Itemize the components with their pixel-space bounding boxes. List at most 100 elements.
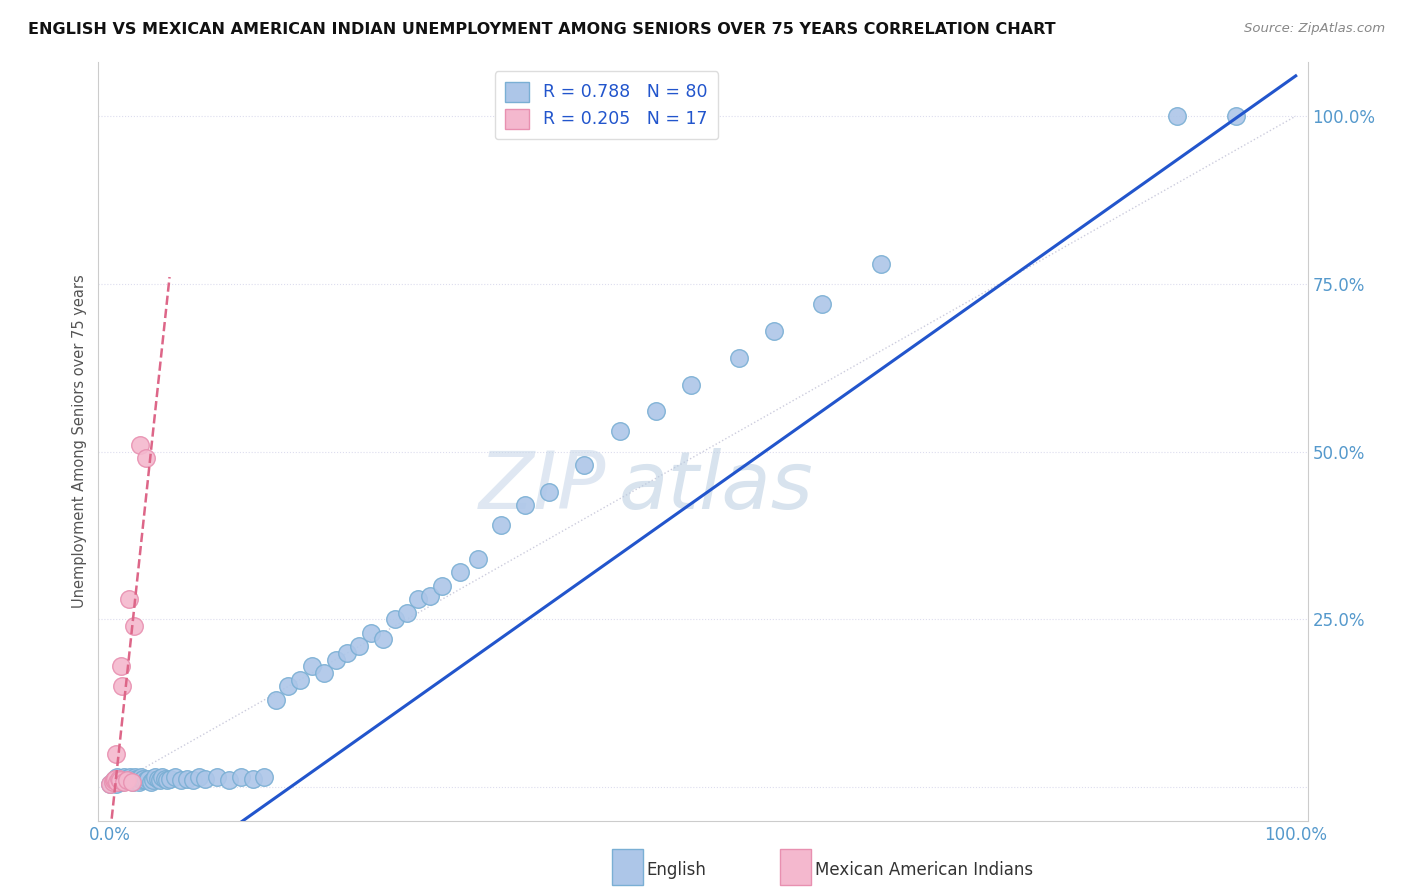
Text: Source: ZipAtlas.com: Source: ZipAtlas.com (1244, 22, 1385, 36)
Text: Mexican American Indians: Mexican American Indians (815, 861, 1033, 879)
Point (139, 774, 162, 789)
Point (371, 632, 394, 647)
Point (129, 438, 152, 452)
Point (242, 772, 264, 786)
Point (218, 773, 240, 788)
Point (188, 770, 211, 784)
Point (408, 592, 430, 607)
Point (135, 773, 157, 788)
Point (105, 770, 128, 784)
Point (103, 773, 125, 788)
Point (153, 772, 176, 786)
Y-axis label: Unemployment Among Seniors over 75 years: Unemployment Among Seniors over 75 years (72, 275, 87, 608)
Point (112, 773, 135, 788)
Point (419, 589, 441, 603)
Point (537, 484, 560, 499)
Point (360, 625, 382, 640)
Point (170, 773, 193, 788)
Point (118, 773, 141, 788)
Point (128, 774, 150, 789)
Point (181, 773, 204, 788)
Point (115, 773, 138, 788)
Point (384, 612, 406, 626)
Point (117, 771, 139, 785)
Point (229, 770, 252, 784)
Point (491, 518, 513, 533)
Point (727, 351, 749, 365)
Point (115, 772, 138, 786)
Point (107, 775, 129, 789)
Point (142, 773, 165, 788)
Point (121, 774, 143, 789)
Point (108, 773, 131, 788)
Point (312, 666, 335, 681)
Point (105, 747, 128, 761)
Point (121, 772, 143, 786)
Point (810, 297, 832, 311)
Point (152, 770, 174, 784)
Point (1166, 109, 1188, 123)
Point (131, 773, 153, 788)
Point (122, 619, 145, 633)
Point (395, 606, 418, 620)
Point (253, 770, 276, 784)
Point (149, 773, 172, 788)
Point (136, 772, 159, 786)
Point (467, 552, 489, 566)
Point (301, 659, 323, 673)
Point (336, 646, 359, 660)
Point (120, 770, 142, 784)
Point (609, 425, 631, 439)
Point (763, 324, 786, 338)
Point (114, 773, 136, 788)
Legend: R = 0.788   N = 80, R = 0.205   N = 17: R = 0.788 N = 80, R = 0.205 N = 17 (495, 71, 718, 139)
Point (264, 693, 287, 707)
Point (111, 680, 134, 694)
Point (104, 772, 127, 786)
Point (165, 770, 187, 784)
Text: atlas: atlas (619, 448, 813, 526)
Point (277, 680, 299, 694)
Point (129, 772, 152, 786)
Point (125, 772, 148, 786)
Point (98, 777, 121, 791)
Point (127, 773, 149, 788)
Text: ENGLISH VS MEXICAN AMERICAN INDIAN UNEMPLOYMENT AMONG SENIORS OVER 75 YEARS CORR: ENGLISH VS MEXICAN AMERICAN INDIAN UNEMP… (28, 22, 1056, 37)
Point (1225, 109, 1247, 123)
Point (432, 579, 454, 593)
Point (103, 773, 125, 788)
Point (347, 639, 370, 653)
Point (105, 777, 128, 791)
Point (98, 777, 121, 791)
Point (121, 774, 143, 789)
Point (101, 774, 124, 789)
Point (644, 404, 666, 418)
Point (114, 774, 136, 789)
Point (135, 451, 157, 466)
Point (146, 772, 169, 786)
Point (105, 774, 128, 789)
Point (325, 652, 347, 666)
Point (107, 772, 129, 786)
Point (143, 770, 166, 784)
Point (108, 773, 131, 788)
Point (122, 773, 145, 788)
Point (111, 774, 134, 789)
Point (515, 498, 537, 512)
Point (110, 772, 132, 786)
Point (104, 772, 127, 786)
Point (159, 772, 181, 786)
Point (132, 772, 155, 786)
Point (205, 770, 228, 784)
Point (288, 673, 311, 687)
Point (681, 377, 703, 392)
Point (156, 773, 179, 788)
Text: English: English (647, 861, 707, 879)
Point (194, 772, 217, 786)
Point (574, 458, 596, 472)
Point (869, 257, 891, 271)
Point (129, 770, 152, 784)
Point (176, 772, 198, 786)
Point (124, 770, 146, 784)
Point (114, 770, 136, 784)
